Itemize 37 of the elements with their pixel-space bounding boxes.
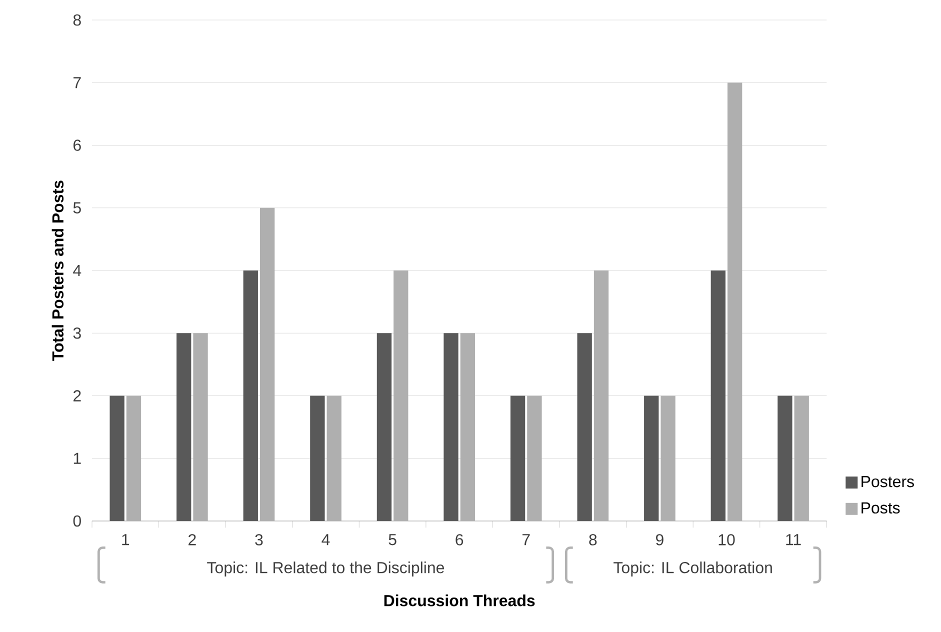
x-tick-label: 2 — [188, 534, 196, 546]
text: Topic: IL Collaboration — [614, 562, 772, 576]
x-tick-label: 10 — [718, 534, 735, 546]
y-tick-label: 2 — [74, 390, 81, 402]
x-tick-label: 9 — [656, 534, 664, 546]
y-tick-label: 5 — [73, 202, 81, 214]
text: Topic: IL Related to the Discipline — [207, 562, 444, 576]
bar — [710, 270, 726, 521]
bar — [510, 396, 526, 521]
bar — [577, 333, 592, 521]
x-tick-label: 5 — [388, 534, 396, 546]
y-tick-label: 7 — [74, 77, 81, 88]
y-tick-label: 3 — [73, 327, 81, 339]
bar — [376, 333, 392, 521]
x-tick-label: 4 — [322, 534, 330, 546]
x-axis-title: Discussion Threads — [384, 594, 535, 606]
bar — [444, 333, 458, 521]
x-tick-label: 6 — [456, 534, 464, 546]
bar — [176, 333, 192, 521]
y-tick-label: 4 — [73, 265, 82, 276]
x-tick-label: 3 — [255, 534, 263, 546]
x-tick-label: 1 — [122, 534, 130, 546]
bar — [644, 396, 659, 521]
y-tick-label: 6 — [74, 140, 81, 151]
bar — [310, 396, 325, 521]
y-tick-label: 0 — [73, 515, 81, 527]
y-tick-label: 8 — [73, 14, 81, 26]
y-tick-label: 1 — [74, 452, 81, 464]
legend-label: Posts — [862, 502, 900, 514]
x-tick-label: 8 — [589, 534, 597, 546]
y-axis-title: Total Posters and Posts — [52, 180, 64, 361]
bar — [110, 396, 124, 521]
legend-label: Posters — [862, 476, 914, 488]
bar — [243, 270, 258, 521]
x-tick-label: 7 — [522, 534, 530, 546]
x-tick-label: 11 — [786, 534, 801, 546]
bar — [778, 396, 792, 521]
